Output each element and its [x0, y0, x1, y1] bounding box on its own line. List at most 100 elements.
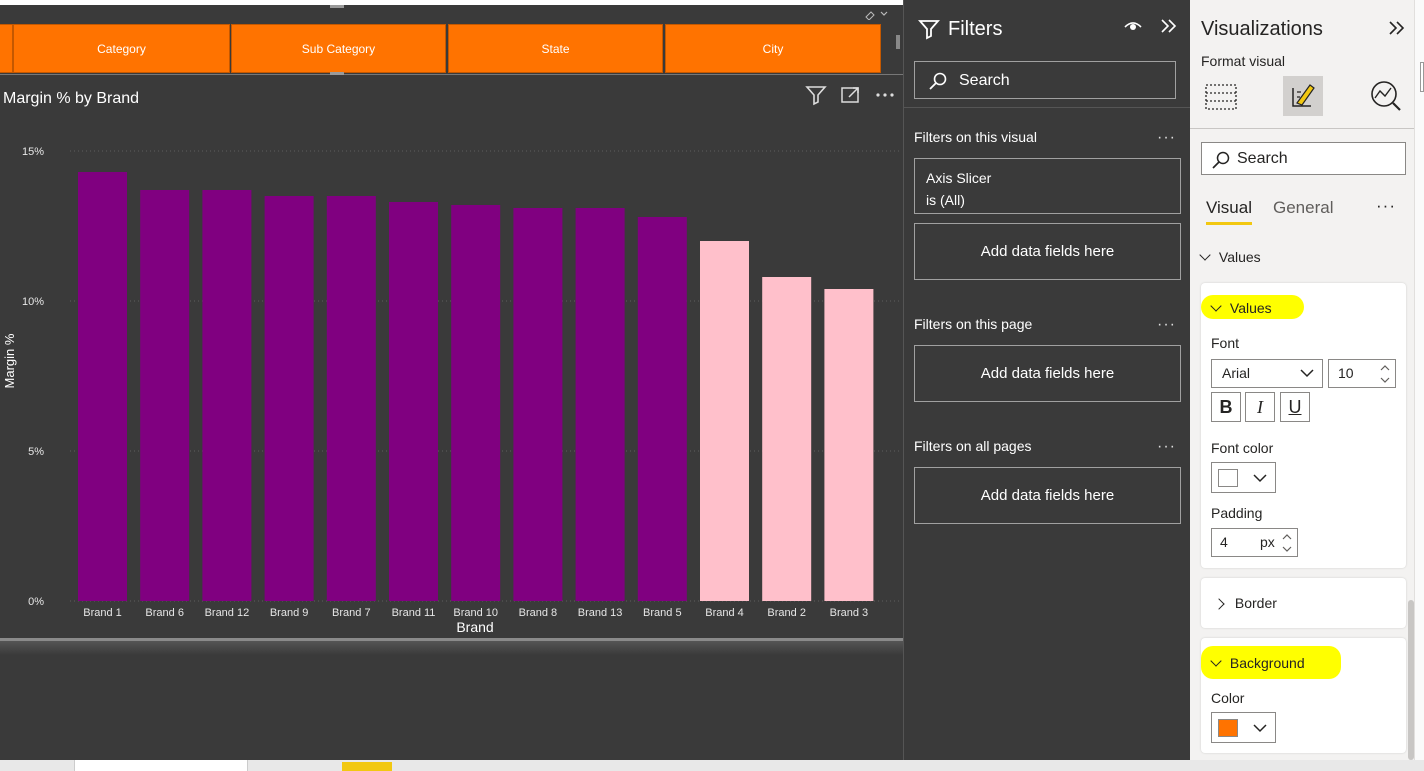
underline-button[interactable]: U — [1280, 392, 1310, 422]
chevron-down-icon — [1210, 655, 1222, 667]
bar[interactable] — [264, 196, 314, 601]
background-highlight — [1201, 646, 1341, 679]
resize-grip-bottom[interactable] — [330, 72, 344, 75]
add-visual-filter-drop[interactable]: Add data fields here — [914, 223, 1181, 280]
bar[interactable] — [389, 202, 438, 601]
x-tick-label: Brand 9 — [270, 607, 309, 619]
page-tab-active[interactable] — [74, 760, 248, 771]
visualizations-pane: Visualizations Format visual Search Visu… — [1190, 0, 1424, 760]
more-options-icon[interactable] — [873, 83, 897, 107]
tab-general[interactable]: General — [1273, 198, 1334, 217]
page-tab-highlight[interactable] — [342, 762, 392, 771]
values-section-header[interactable]: Values — [1199, 249, 1261, 265]
add-report-filter-drop[interactable]: Add data fields here — [914, 467, 1181, 524]
border-card-header[interactable]: Border — [1213, 595, 1277, 611]
stepper-arrows-icon[interactable] — [1281, 532, 1293, 554]
bar[interactable] — [762, 277, 812, 601]
chevron-down-icon — [1253, 474, 1267, 483]
slicer-button-sub-category[interactable]: Sub Category — [231, 24, 446, 73]
padding-stepper[interactable]: 4 px — [1211, 528, 1298, 557]
filters-search-placeholder: Search — [959, 72, 1010, 89]
padding-label: Padding — [1211, 505, 1263, 521]
filter-field-state: is (All) — [926, 192, 965, 208]
format-visual-tab[interactable] — [1283, 76, 1323, 116]
format-visual-label: Format visual — [1201, 53, 1286, 69]
y-tick-label: 0% — [28, 596, 44, 608]
analytics-icon[interactable] — [1365, 76, 1405, 116]
chart-bottom-border — [0, 638, 903, 641]
eraser-icon — [865, 11, 875, 20]
padding-unit: px — [1260, 534, 1275, 550]
color-label: Color — [1211, 690, 1245, 706]
background-format-card: Background Color — [1201, 638, 1406, 753]
pane-resize-handle[interactable] — [1420, 62, 1424, 92]
paintbrush-icon — [1292, 84, 1315, 107]
bar[interactable] — [824, 289, 874, 601]
add-page-filter-drop[interactable]: Add data fields here — [914, 345, 1181, 402]
axis-slicer-visual[interactable]: Category Sub Category State City — [0, 5, 903, 75]
build-visual-icon[interactable] — [1203, 76, 1243, 116]
filters-visual-more-button[interactable]: ··· — [1157, 129, 1176, 146]
font-size-value: 10 — [1338, 365, 1354, 381]
bar[interactable] — [140, 190, 190, 601]
chevron-down-icon — [1210, 300, 1222, 312]
font-color-label: Font color — [1211, 440, 1274, 456]
format-search-input[interactable]: Search — [1201, 142, 1406, 175]
filter-icon[interactable] — [804, 83, 828, 107]
filters-on-all-pages-label: Filters on all pages — [914, 438, 1032, 454]
filters-search-input[interactable]: Search — [914, 61, 1176, 99]
values-highlight — [1201, 295, 1304, 319]
bar[interactable] — [326, 196, 376, 601]
filters-page-more-button[interactable]: ··· — [1157, 316, 1176, 333]
values-card-header[interactable]: Values — [1210, 300, 1272, 316]
focus-mode-icon[interactable] — [839, 83, 863, 107]
canvas-top-strip — [0, 0, 903, 5]
filters-pane: Filters Search Filters on this visual ··… — [903, 0, 1191, 760]
bar[interactable] — [202, 190, 252, 601]
tab-visual-underline — [1206, 222, 1252, 225]
filters-on-page-label: Filters on this page — [914, 316, 1033, 332]
slicer-button-category[interactable]: Category — [13, 24, 230, 73]
background-card-header[interactable]: Background — [1210, 655, 1305, 671]
x-tick-label: Brand 4 — [705, 607, 744, 619]
italic-button[interactable]: I — [1245, 392, 1275, 422]
border-format-card[interactable]: Border — [1201, 578, 1406, 628]
slicer-header-icons[interactable] — [863, 8, 893, 20]
collapse-pane-icon[interactable] — [1388, 20, 1406, 36]
collapse-pane-icon[interactable] — [1160, 18, 1178, 34]
bar[interactable] — [513, 208, 563, 601]
bar[interactable] — [700, 241, 749, 601]
bar[interactable] — [575, 208, 625, 601]
x-tick-label: Brand 12 — [205, 607, 250, 619]
stepper-arrows-icon[interactable] — [1379, 363, 1391, 385]
font-family-dropdown[interactable]: Arial — [1211, 359, 1323, 388]
resize-grip-top[interactable] — [330, 5, 344, 8]
chevron-down-icon — [1253, 724, 1267, 733]
font-size-stepper[interactable]: 10 — [1328, 359, 1396, 388]
filters-all-more-button[interactable]: ··· — [1157, 438, 1176, 455]
x-tick-label: Brand 3 — [830, 607, 869, 619]
background-color-picker[interactable] — [1211, 712, 1276, 743]
x-tick-label: Brand 10 — [453, 607, 498, 619]
chevron-down-icon — [1300, 369, 1314, 378]
slicer-button-state[interactable]: State — [448, 24, 663, 73]
chevron-down-icon — [880, 11, 888, 16]
bar[interactable] — [637, 217, 687, 601]
margin-bar-chart[interactable]: Margin % by Brand 0% 5% 10% 15% Brand 1 Brand… — [0, 79, 903, 640]
viz-more-button[interactable]: ··· — [1376, 196, 1396, 215]
font-color-picker[interactable] — [1211, 462, 1276, 493]
tab-visual[interactable]: Visual — [1206, 198, 1252, 217]
resize-grip-right[interactable] — [896, 35, 900, 49]
bar[interactable] — [78, 172, 127, 601]
bar[interactable] — [451, 205, 501, 601]
slicer-button-city[interactable]: City — [665, 24, 881, 73]
viz-divider — [1190, 128, 1414, 129]
x-tick-label: Brand 6 — [145, 607, 184, 619]
padding-value: 4 — [1220, 534, 1228, 550]
bold-button[interactable]: B — [1211, 392, 1241, 422]
axis-slicer-filter-card[interactable]: Axis Slicer is (All) — [914, 158, 1181, 214]
slicer-button-partial[interactable] — [0, 24, 13, 73]
format-pane-scrollbar[interactable] — [1408, 600, 1414, 760]
values-format-card: Values Font Arial 10 B I U Font color Pa… — [1201, 283, 1406, 568]
eye-icon[interactable] — [1123, 18, 1143, 34]
